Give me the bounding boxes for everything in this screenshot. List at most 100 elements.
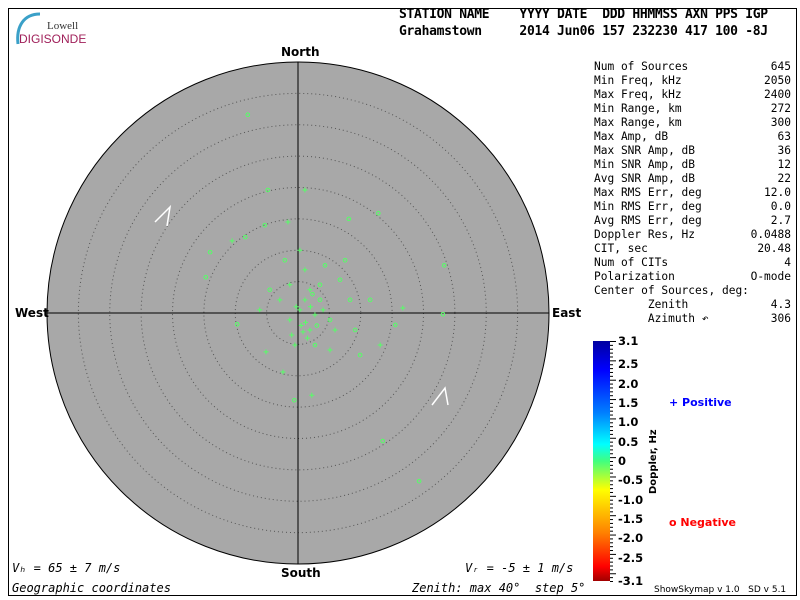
- source-positive-marker: [400, 305, 406, 311]
- source-negative-marker: [376, 210, 381, 216]
- stat-row: Max RMS Err, deg 12.0: [594, 186, 791, 200]
- header-labels: STATION NAME YYYY DATE DDD HHMMSS AXN PP…: [399, 7, 768, 22]
- legend-negative: o Negative: [669, 516, 737, 529]
- stat-row: Avg RMS Err, deg 2.7: [594, 214, 791, 228]
- stat-label: Zenith: [594, 298, 689, 311]
- source-positive-marker: [280, 369, 286, 375]
- source-positive-marker: [263, 349, 269, 355]
- source-negative-marker: [392, 322, 398, 328]
- stat-label: Doppler Res, Hz: [594, 228, 696, 241]
- source-positive-marker: [287, 282, 293, 288]
- stat-label: Min SNR Amp, dB: [594, 158, 696, 171]
- source-negative-marker: [317, 282, 323, 288]
- source-negative-marker: [337, 277, 343, 283]
- stat-label: Max Amp, dB: [594, 130, 669, 143]
- source-positive-marker: [300, 329, 306, 335]
- source-negative-marker: [441, 263, 447, 268]
- stat-row: Max Freq, kHz 2400: [594, 88, 791, 102]
- stat-value: 272: [770, 102, 791, 115]
- stat-value: 20.48: [757, 242, 791, 255]
- source-positive-marker: [229, 238, 235, 244]
- stat-label: Num of CITs: [594, 256, 669, 269]
- colorbar-tick-label: 3.1: [618, 334, 639, 348]
- source-positive-marker: [257, 307, 263, 313]
- source-negative-marker: [357, 352, 363, 358]
- source-positive-marker: [297, 247, 303, 253]
- stat-row: Zenith 4.3: [594, 298, 791, 312]
- source-negative-marker: [352, 327, 358, 333]
- stat-label: Avg SNR Amp, dB: [594, 172, 696, 185]
- source-negative-marker: [203, 274, 209, 280]
- label-south: South: [281, 566, 321, 580]
- stat-label: Max RMS Err, deg: [594, 186, 702, 199]
- stat-label: Max SNR Amp, dB: [594, 144, 696, 157]
- source-positive-marker: [307, 327, 313, 333]
- source-negative-marker: [245, 112, 251, 118]
- source-positive-marker: [332, 327, 338, 333]
- stat-label: Min Range, km: [594, 102, 682, 115]
- stat-label: Azimuth ↶: [594, 312, 709, 325]
- source-negative-marker: [242, 234, 248, 240]
- source-negative-marker: [440, 311, 446, 317]
- source-positive-marker: [303, 319, 309, 325]
- stat-value: 4: [784, 256, 791, 269]
- stat-row: Max Range, km 300: [594, 116, 791, 130]
- logo-digisonde: DIGISONDE: [19, 32, 87, 46]
- stat-label: Polarization: [594, 270, 675, 283]
- source-negative-marker: [262, 222, 268, 228]
- source-positive-marker: [285, 219, 291, 225]
- stat-row: Polarization O-mode: [594, 270, 791, 284]
- stat-row: CIT, sec 20.48: [594, 242, 791, 256]
- stat-value: 4.3: [770, 298, 791, 311]
- colorbar-tick-label: 2.5: [618, 357, 639, 372]
- stat-label: Min Freq, kHz: [594, 74, 682, 87]
- source-negative-marker: [267, 287, 273, 293]
- source-positive-marker: [327, 347, 333, 353]
- colorbar-tick-label: 0.5: [618, 434, 639, 449]
- source-negative-marker: [234, 321, 240, 327]
- logo-lowell: Lowell: [47, 20, 79, 32]
- source-positive-marker: [320, 307, 326, 313]
- colorbar-tick-label: -2.5: [618, 550, 644, 565]
- stat-row: Doppler Res, Hz 0.0488: [594, 228, 791, 242]
- vertical-velocity: Vᵣ = -5 ± 1 m/s: [465, 561, 574, 575]
- drift-arrow-icon: [154, 204, 172, 227]
- source-positive-marker: [293, 304, 299, 310]
- label-north: North: [281, 45, 320, 59]
- stat-value: 0.0488: [750, 228, 791, 241]
- source-positive-marker: [307, 287, 313, 293]
- zenith-scale: Zenith: max 40° step 5°: [412, 581, 586, 595]
- source-negative-marker: [416, 478, 422, 484]
- stat-row: Avg SNR Amp, dB 22: [594, 172, 791, 186]
- source-positive-marker: [312, 312, 318, 318]
- source-positive-marker: [292, 342, 298, 348]
- source-negative-marker: [207, 249, 213, 255]
- source-negative-marker: [265, 187, 271, 193]
- label-east: East: [552, 306, 582, 320]
- colorbar-tick-label: 0: [618, 454, 627, 468]
- colorbar-tick-label: -1.5: [618, 512, 644, 527]
- source-positive-marker: [377, 342, 383, 348]
- stat-label: Min RMS Err, deg: [594, 200, 702, 213]
- source-positive-marker: [298, 323, 304, 329]
- source-negative-marker: [314, 323, 320, 328]
- source-positive-marker: [304, 335, 310, 341]
- stat-value: 0.0: [770, 200, 791, 213]
- source-positive-marker: [297, 307, 303, 313]
- stat-value: 12: [777, 158, 791, 171]
- stat-row: Num of CITs 4: [594, 256, 791, 270]
- stat-row: Min Freq, kHz 2050: [594, 74, 791, 88]
- stat-value: 306: [770, 312, 791, 325]
- colorbar-tick-label: -2.0: [618, 531, 644, 546]
- colorbar-title: Doppler, Hz: [648, 429, 659, 494]
- stat-value: 645: [770, 60, 791, 73]
- plot-frame: [8, 8, 797, 596]
- source-negative-marker: [346, 216, 352, 222]
- stat-label: Max Freq, kHz: [594, 88, 682, 101]
- colorbar-tick-label: 1.5: [618, 395, 639, 410]
- source-negative-marker: [347, 297, 353, 303]
- horizontal-velocity: Vₕ = 65 ± 7 m/s: [12, 561, 121, 575]
- stat-label: CIT, sec: [594, 242, 648, 255]
- stat-row: Center of Sources, deg:: [594, 284, 791, 298]
